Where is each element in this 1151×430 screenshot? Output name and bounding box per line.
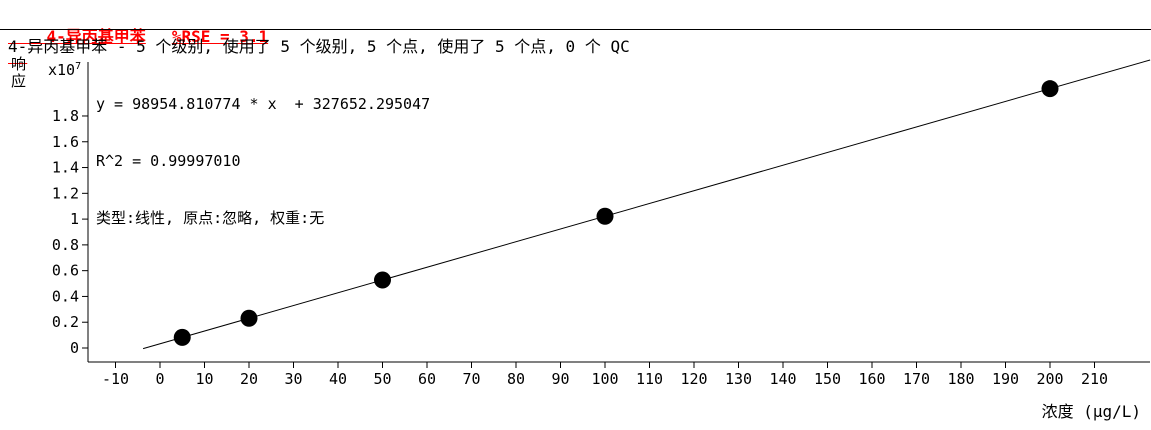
x-tick-label: 60 [418, 370, 436, 388]
x-tick-label: 10 [195, 370, 213, 388]
x-tick-label: 120 [680, 370, 707, 388]
rse-value: %RSE = 3.1 [171, 27, 269, 46]
y-axis-label: 响应 [9, 56, 27, 90]
x-tick-label: 180 [947, 370, 974, 388]
r-squared: R^2 = 0.99997010 [96, 152, 241, 170]
x-tick-label: 70 [462, 370, 480, 388]
y-tick-label: 0 [70, 339, 79, 357]
y-tick-label: 1 [70, 210, 79, 228]
calibration-info: 4-异丙基甲苯 - 5 个级别, 使用了 5 个级别, 5 个点, 使用了 5 … [8, 37, 630, 56]
data-point[interactable] [596, 207, 614, 225]
x-tick-label: 190 [992, 370, 1019, 388]
y-tick-label: 1.6 [52, 133, 79, 151]
y-tick-label: 0.2 [52, 313, 79, 331]
data-point[interactable] [1041, 80, 1059, 98]
data-point[interactable] [374, 271, 391, 289]
fit-equation: y = 98954.810774 * x + 327652.295047 [96, 95, 431, 113]
x-tick-label: 170 [903, 370, 930, 388]
x-tick-label: 0 [155, 370, 164, 388]
x-tick-label: -10 [102, 370, 129, 388]
y-tick-label: 1.2 [52, 184, 79, 202]
x-axis-label: 浓度 (μg/L) [1041, 402, 1141, 421]
x-tick-label: 110 [636, 370, 663, 388]
x-tick-label: 50 [373, 370, 391, 388]
curve-title: 4-异丙基甲苯 %RSE = 3.1 [8, 4, 269, 66]
x-tick-label: 90 [551, 370, 569, 388]
y-tick-label: 1.8 [52, 107, 79, 125]
y-tick-label: 0.4 [52, 287, 79, 305]
x-tick-label: 100 [591, 370, 618, 388]
y-multiplier-base: x10 [48, 61, 76, 79]
x-tick-label: 20 [240, 370, 258, 388]
x-tick-label: 40 [329, 370, 347, 388]
x-tick-label: 30 [284, 370, 302, 388]
x-tick-label: 150 [814, 370, 841, 388]
y-tick-label: 0.8 [52, 236, 79, 254]
x-tick-label: 200 [1036, 370, 1063, 388]
data-point[interactable] [173, 328, 191, 346]
fit-description: 类型:线性, 原点:忽略, 权重:无 [96, 209, 325, 227]
x-tick-label: 160 [858, 370, 885, 388]
fit-equation-block: y = 98954.810774 * x + 327652.295047 R^2… [96, 57, 430, 266]
x-tick-label: 130 [725, 370, 752, 388]
y-multiplier-exponent: 7 [75, 61, 82, 72]
data-point[interactable] [240, 309, 258, 327]
x-tick-label: 210 [1081, 370, 1108, 388]
y-axis-multiplier: x107 [48, 61, 81, 79]
y-tick-label: 1.4 [52, 159, 79, 177]
x-tick-label: 140 [769, 370, 796, 388]
regression-line [142, 59, 1151, 350]
x-tick-label: 80 [507, 370, 525, 388]
compound-name: 4-异丙基甲苯 [46, 27, 146, 46]
y-tick-label: 0.6 [52, 262, 79, 280]
title-separator-line [0, 29, 1151, 30]
